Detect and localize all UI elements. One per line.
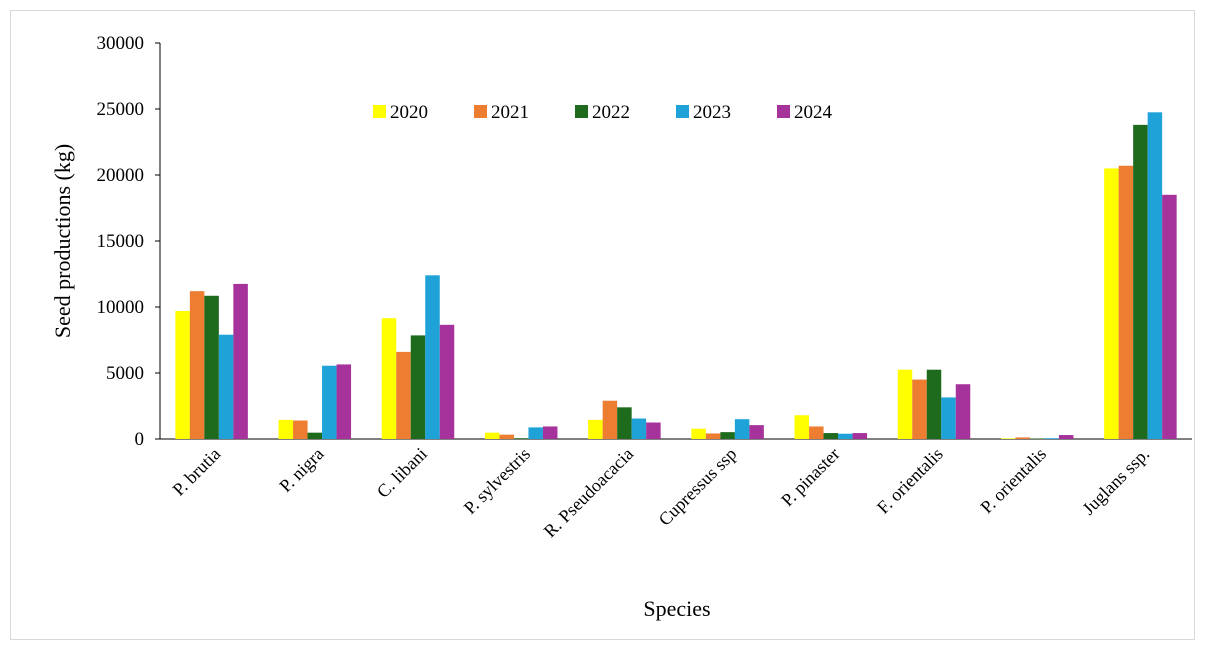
bar	[513, 438, 529, 439]
bar	[912, 379, 927, 439]
bar	[1133, 124, 1148, 439]
bar	[381, 318, 397, 439]
bar	[1162, 194, 1177, 439]
bar	[189, 291, 205, 439]
x-axis-title: Species	[643, 596, 710, 621]
legend-swatch	[575, 105, 588, 118]
bar	[484, 432, 500, 439]
legend-swatch	[777, 105, 790, 118]
legend-label: 2023	[693, 102, 731, 123]
legend-swatch	[676, 105, 689, 118]
y-tick-label: 15000	[97, 231, 145, 252]
bar	[794, 415, 810, 439]
bar	[926, 369, 942, 439]
bar	[528, 427, 543, 439]
x-tick-label: F. orientalis	[873, 444, 947, 518]
bar	[293, 420, 308, 439]
legend-label: 2024	[794, 102, 833, 123]
bar	[897, 369, 913, 439]
bar	[175, 310, 190, 439]
bar	[1104, 168, 1119, 439]
bar	[425, 275, 440, 439]
bar	[542, 426, 558, 439]
bar	[499, 434, 514, 439]
bar	[218, 334, 234, 439]
bar	[396, 351, 411, 439]
bar	[1000, 438, 1016, 439]
bar	[204, 295, 219, 439]
bar	[809, 426, 824, 439]
y-tick-label: 0	[135, 429, 145, 450]
bar	[336, 364, 352, 439]
bar	[1147, 112, 1163, 440]
x-tick-label: Juglans ssp.	[1078, 444, 1153, 519]
bar	[941, 397, 956, 439]
bar	[838, 433, 853, 439]
y-tick-label: 5000	[106, 363, 144, 384]
bar	[602, 400, 618, 439]
legend-label: 2021	[491, 102, 529, 123]
legend-swatch	[373, 105, 386, 118]
bar	[410, 335, 426, 439]
bar	[588, 419, 603, 439]
bar	[307, 432, 323, 439]
bar	[322, 365, 337, 439]
bar	[852, 433, 868, 439]
bar	[955, 384, 971, 439]
bar	[1044, 438, 1059, 439]
bar	[233, 283, 248, 439]
bar	[720, 432, 735, 439]
x-tick-label: P. brutia	[169, 444, 225, 500]
bar	[734, 419, 750, 439]
bar	[1058, 435, 1074, 439]
x-tick-label: Cupressus ssp	[655, 444, 741, 530]
bar	[1015, 437, 1030, 439]
x-tick-label: P. orientalis	[976, 444, 1050, 518]
legend: 2020 2021 2022 2023 2024	[373, 102, 833, 123]
bar	[823, 433, 839, 439]
bar	[646, 422, 661, 439]
y-tick-label: 20000	[97, 165, 145, 186]
bar	[1118, 165, 1134, 439]
legend-label: 2020	[390, 102, 428, 123]
x-tick-label: P. pinaster	[777, 444, 843, 510]
y-tick-label: 30000	[97, 33, 145, 54]
x-tick-label: R. Pseudoacacia	[540, 444, 638, 542]
x-tick-label: P. nigra	[275, 444, 327, 496]
bar	[439, 324, 455, 439]
x-tick-label: C. libani	[373, 444, 431, 502]
legend-label: 2022	[592, 102, 630, 123]
legend-swatch	[474, 105, 487, 118]
bar	[691, 428, 706, 439]
bar	[1029, 438, 1045, 439]
bar	[705, 433, 721, 439]
y-axis-title: Seed productions (kg)	[50, 144, 75, 338]
bar	[278, 419, 294, 439]
y-tick-label: 10000	[97, 297, 145, 318]
bar	[617, 407, 632, 439]
y-tick-label: 25000	[97, 99, 145, 120]
x-tick-label: P. sylvestris	[460, 444, 534, 518]
bar	[631, 418, 647, 439]
bar	[749, 425, 764, 439]
